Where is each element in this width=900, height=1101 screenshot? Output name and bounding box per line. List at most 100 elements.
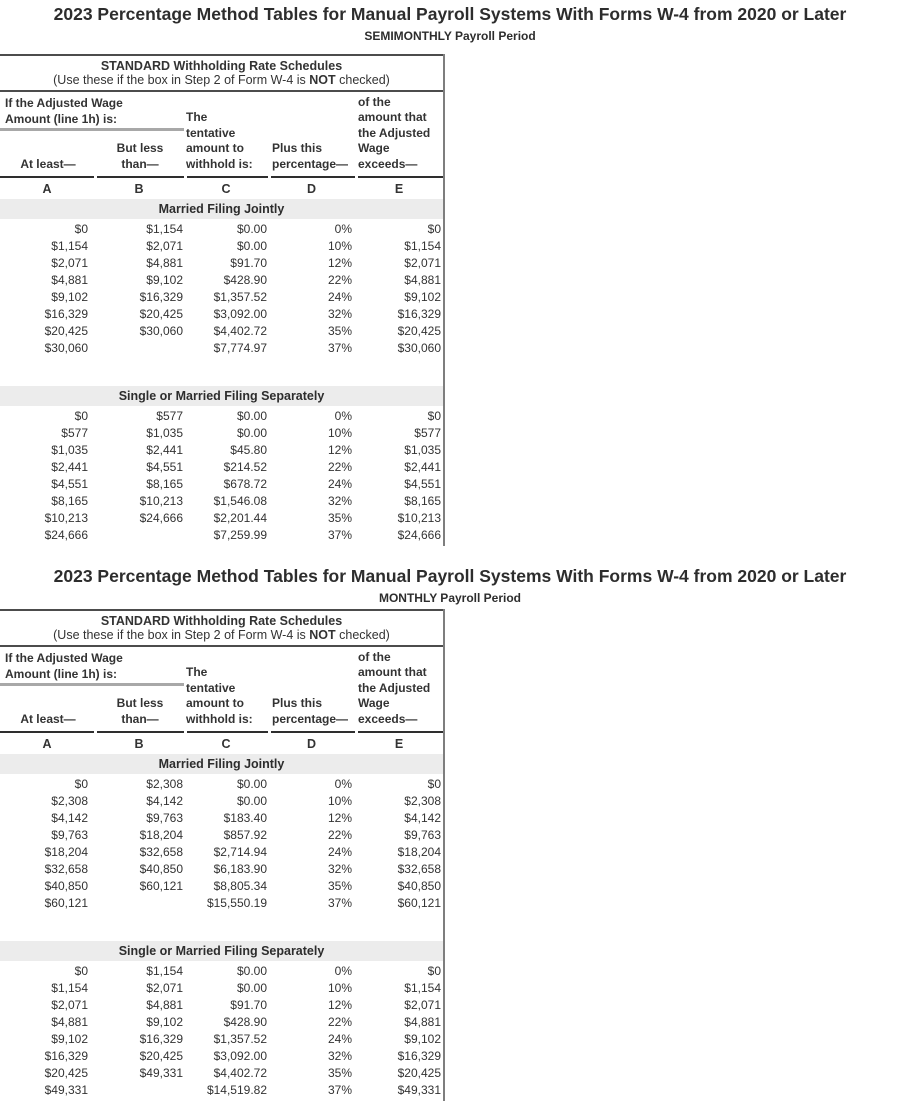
- cell-but-less-than: $2,071: [146, 981, 183, 995]
- cell-percentage: 0%: [334, 777, 352, 791]
- cell-but-less-than: $4,551: [146, 460, 183, 474]
- cell-percentage: 35%: [327, 879, 352, 893]
- table-row: $1,035 $2,441 $45.80 12% $1,035: [0, 442, 443, 459]
- cell-percentage: 37%: [327, 341, 352, 355]
- column-letter-a: A: [42, 736, 52, 751]
- cell-at-least: $9,102: [51, 1032, 88, 1046]
- cell-excess-over: $577: [414, 426, 441, 440]
- col-e-header-line: amount that: [358, 110, 427, 124]
- table-spacer: [0, 359, 443, 386]
- table-row: $18,204 $32,658 $2,714.94 24% $18,204: [0, 844, 443, 861]
- cell-percentage: 37%: [327, 896, 352, 910]
- cell-but-less-than: $32,658: [139, 845, 183, 859]
- cell-at-least: $20,425: [44, 324, 88, 338]
- cell-but-less-than: $49,331: [139, 1066, 183, 1080]
- cell-percentage: 10%: [327, 794, 352, 808]
- cell-percentage: 10%: [327, 981, 352, 995]
- cell-at-least: $40,850: [44, 879, 88, 893]
- col-c-header: The tentative amount to withhold is:: [184, 647, 268, 731]
- schedule-note-suffix: checked): [335, 628, 390, 642]
- col-b-header-line: than—: [121, 711, 159, 726]
- cell-tentative-amount: $7,774.97: [213, 341, 267, 355]
- cell-but-less-than: $20,425: [139, 307, 183, 321]
- cell-percentage: 35%: [327, 324, 352, 338]
- cell-percentage: 10%: [327, 239, 352, 253]
- cell-tentative-amount: $6,183.90: [213, 862, 267, 876]
- cell-but-less-than: $10,213: [139, 494, 183, 508]
- cell-at-least: $16,329: [44, 1049, 88, 1063]
- payroll-period-subtitle: SEMIMONTHLY Payroll Period: [364, 29, 536, 43]
- cell-excess-over: $24,666: [397, 528, 441, 542]
- cell-excess-over: $1,035: [404, 443, 441, 457]
- monthly-section: 2023 Percentage Method Tables for Manual…: [0, 566, 900, 1101]
- cell-at-least: $9,763: [51, 828, 88, 842]
- col-c-header-line: tentative: [186, 125, 236, 140]
- column-letter-b: B: [134, 181, 144, 196]
- cell-tentative-amount: $45.80: [230, 443, 267, 457]
- cell-excess-over: $4,881: [404, 273, 441, 287]
- schedule-note: (Use these if the box in Step 2 of Form …: [0, 73, 443, 87]
- table-row: $0 $577 $0.00 0% $0: [0, 408, 443, 425]
- cell-percentage: 12%: [327, 256, 352, 270]
- col-c-header-line: The: [186, 110, 208, 124]
- table-row: $0 $2,308 $0.00 0% $0: [0, 776, 443, 793]
- table-row: $9,102 $16,329 $1,357.52 24% $9,102: [0, 289, 443, 306]
- cell-tentative-amount: $0.00: [236, 426, 267, 440]
- cell-tentative-amount: $2,714.94: [213, 845, 267, 859]
- cell-tentative-amount: $214.52: [223, 460, 267, 474]
- col-e-header-line: of the: [358, 94, 391, 109]
- cell-percentage: 32%: [327, 307, 352, 321]
- column-letter-d: D: [306, 181, 317, 196]
- col-c-header-line: amount to: [186, 141, 244, 155]
- cell-at-least: $2,071: [51, 256, 88, 270]
- col-e-header-line: the Adjusted: [358, 680, 431, 695]
- table-row: $2,308 $4,142 $0.00 10% $2,308: [0, 793, 443, 810]
- column-letters: A B C D E: [0, 733, 443, 754]
- col-a-header-line: At least—: [20, 156, 76, 171]
- cell-tentative-amount: $678.72: [223, 477, 267, 491]
- cell-but-less-than: [94, 340, 184, 357]
- cell-tentative-amount: $1,357.52: [213, 290, 267, 304]
- cell-percentage: 24%: [327, 845, 352, 859]
- cell-excess-over: $2,071: [404, 256, 441, 270]
- withholding-rate-table: STANDARD Withholding Rate Schedules (Use…: [0, 54, 445, 546]
- cell-tentative-amount: $0.00: [236, 981, 267, 995]
- cell-tentative-amount: $1,357.52: [213, 1032, 267, 1046]
- cell-at-least: $4,142: [51, 811, 88, 825]
- cell-percentage: 24%: [327, 477, 352, 491]
- cell-percentage: 22%: [327, 460, 352, 474]
- cell-tentative-amount: $14,519.82: [206, 1083, 267, 1097]
- column-headers: If the Adjusted Wage Amount (line 1h) is…: [0, 647, 443, 731]
- cell-but-less-than: $20,425: [139, 1049, 183, 1063]
- semimonthly-section: 2023 Percentage Method Tables for Manual…: [0, 4, 900, 546]
- cell-but-less-than: $16,329: [139, 290, 183, 304]
- cell-at-least: $4,881: [51, 1015, 88, 1029]
- cell-excess-over: $9,102: [404, 1032, 441, 1046]
- col-c-header-line: amount to: [186, 696, 244, 710]
- cell-excess-over: $2,441: [404, 460, 441, 474]
- filing-status-band-mfj: Married Filing Jointly: [0, 754, 443, 774]
- cell-tentative-amount: $428.90: [223, 1015, 267, 1029]
- table-row: $2,441 $4,551 $214.52 22% $2,441: [0, 459, 443, 476]
- cell-excess-over: $1,154: [404, 981, 441, 995]
- col-c-header-line: tentative: [186, 680, 236, 695]
- cell-but-less-than: $9,763: [146, 811, 183, 825]
- cell-percentage: 12%: [327, 811, 352, 825]
- cell-but-less-than: $9,102: [146, 273, 183, 287]
- cell-excess-over: $4,142: [404, 811, 441, 825]
- cell-excess-over: $2,308: [404, 794, 441, 808]
- cell-percentage: 0%: [334, 964, 352, 978]
- cell-percentage: 0%: [334, 409, 352, 423]
- cell-excess-over: $1,154: [404, 239, 441, 253]
- cell-tentative-amount: $857.92: [223, 828, 267, 842]
- cell-but-less-than: $4,881: [146, 256, 183, 270]
- cell-percentage: 12%: [327, 998, 352, 1012]
- cell-tentative-amount: $1,546.08: [213, 494, 267, 508]
- table-row: $4,881 $9,102 $428.90 22% $4,881: [0, 272, 443, 289]
- cell-at-least: $18,204: [44, 845, 88, 859]
- cell-but-less-than: $9,102: [146, 1015, 183, 1029]
- col-a-header: At least—: [0, 712, 96, 728]
- table-row: $20,425 $30,060 $4,402.72 35% $20,425: [0, 323, 443, 340]
- filing-status-band-single: Single or Married Filing Separately: [0, 941, 443, 961]
- table-row: $9,102 $16,329 $1,357.52 24% $9,102: [0, 1031, 443, 1048]
